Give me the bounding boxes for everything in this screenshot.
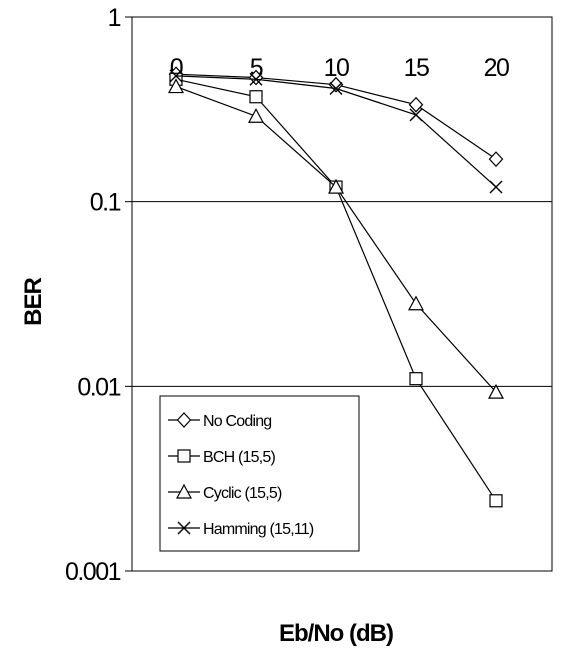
x-marker	[249, 72, 263, 86]
square-marker	[177, 449, 191, 463]
x-marker	[329, 82, 343, 96]
x-tick-label: 15	[404, 54, 429, 82]
x-axis-title: Eb/No (dB)	[279, 620, 393, 647]
triangle-marker	[327, 178, 345, 194]
legend-box	[159, 395, 360, 552]
triangle-marker	[175, 483, 193, 499]
legend-label: No Coding	[203, 413, 271, 430]
triangle-marker	[487, 383, 505, 399]
square-marker	[489, 494, 503, 508]
legend-label: Hamming (15,11)	[203, 521, 314, 538]
series	[169, 69, 503, 194]
y-tick-label: 0.1	[90, 189, 121, 217]
y-tick-label: 1	[108, 4, 121, 32]
y-axis-title: BER	[20, 277, 47, 325]
series	[167, 78, 505, 399]
series-line	[175, 86, 497, 393]
triangle-marker	[407, 295, 425, 311]
legend-item: Hamming (15,11)	[168, 521, 315, 538]
y-tick-label: 0.001	[65, 558, 121, 586]
legend-item: Cyclic (15,5)	[168, 483, 283, 502]
legend-label: BCH (15,5)	[203, 449, 275, 466]
x-tick-label: 20	[484, 54, 509, 82]
triangle-marker	[167, 78, 185, 94]
series	[168, 66, 504, 167]
series-layer	[167, 66, 505, 508]
x-marker	[169, 69, 183, 83]
y-axis-ticks: 1 0.1 0.01 0.001	[65, 4, 132, 586]
diamond-marker	[488, 151, 504, 167]
legend-item: BCH (15,5)	[168, 449, 276, 466]
diamond-marker	[176, 412, 192, 428]
gridlines	[132, 201, 552, 387]
x-marker	[409, 108, 423, 122]
square-marker	[249, 90, 263, 104]
plot-area-frame	[131, 16, 553, 572]
y-tick-label: 0.01	[77, 373, 120, 401]
x-marker	[489, 180, 503, 194]
diamond-marker	[408, 96, 424, 113]
x-tick-label: 10	[324, 54, 349, 82]
legend: No Coding BCH (15,5) Cyclic (15,5) Hamming …	[159, 395, 360, 552]
x-marker	[177, 521, 191, 535]
legend-label: Cyclic (15,5)	[203, 485, 282, 502]
legend-item: No Coding	[168, 412, 272, 430]
triangle-marker	[247, 108, 265, 123]
square-marker	[409, 372, 423, 386]
